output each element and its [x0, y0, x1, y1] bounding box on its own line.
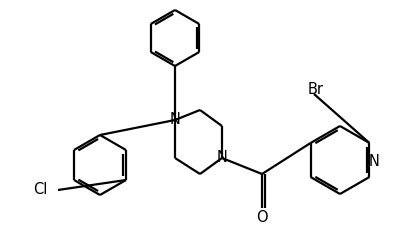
Text: O: O [256, 210, 268, 226]
Text: N: N [369, 154, 380, 170]
Text: Cl: Cl [33, 182, 48, 198]
Text: Br: Br [308, 82, 324, 98]
Text: N: N [216, 149, 227, 165]
Text: N: N [170, 111, 181, 127]
